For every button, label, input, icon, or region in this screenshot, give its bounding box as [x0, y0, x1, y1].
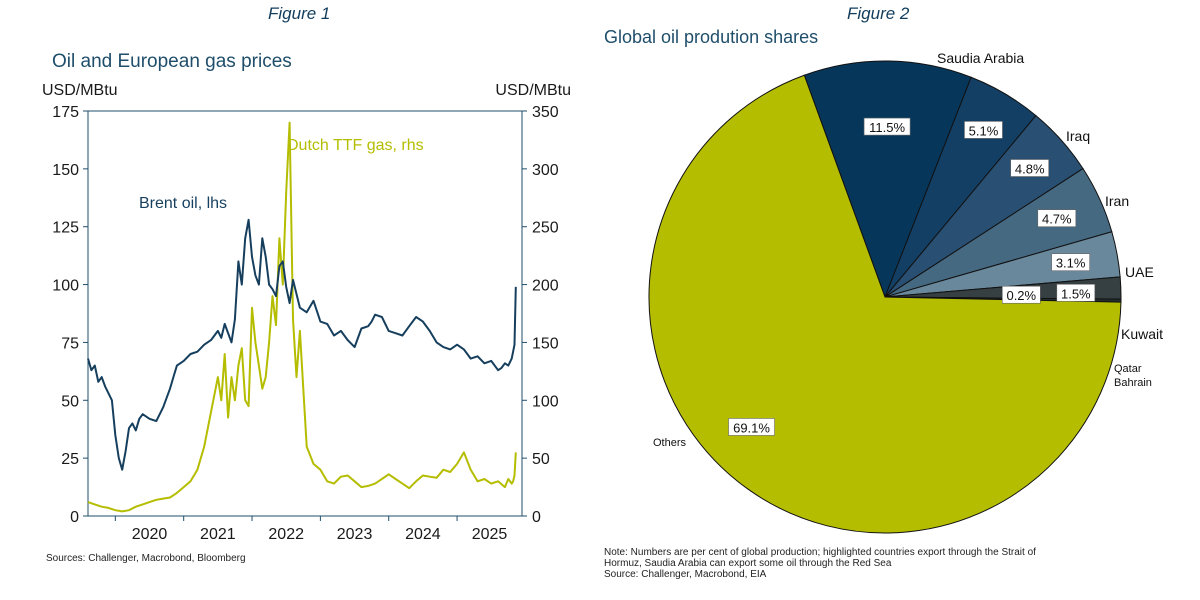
category-label-uae: UAE: [1125, 264, 1154, 280]
value-label-box: [1056, 283, 1096, 302]
left-tick-label: 75: [61, 335, 79, 352]
series-line-brent: [87, 218, 517, 471]
value-label-box: [728, 418, 775, 436]
pie-category-labels: Saudia Arabia Iraq Iran UAE Kuwait Qatar Bahra…: [653, 50, 1163, 449]
category-label-qatar: Qatar: [1114, 363, 1142, 375]
value-label-others: 69.1%: [728, 418, 775, 436]
value-label-text: 5.1%: [969, 123, 999, 138]
right-axis-unit: USD/MBtu: [495, 82, 571, 99]
note-line: Note: Numbers are per cent of global pro…: [604, 547, 1036, 558]
plot-frame: [87, 110, 523, 517]
value-label-iran: 4.8%: [1010, 159, 1050, 177]
x-tick-label: 2020: [132, 526, 168, 543]
value-label-kuwait: 3.1%: [1051, 253, 1090, 272]
left-tick-label: 0: [70, 509, 79, 526]
left-tick-label: 25: [61, 451, 79, 468]
right-tick-label: 200: [532, 278, 559, 295]
right-tick-label: 0: [532, 509, 541, 526]
left-axis-unit: USD/MBtu: [42, 82, 118, 99]
figure-1-title: Oil and European gas prices: [52, 51, 292, 72]
note-line: Source: Challenger, Macrobond, EIA: [604, 569, 767, 580]
right-tick-label: 250: [532, 220, 559, 237]
x-tick-label: 2023: [337, 526, 373, 543]
value-label-qatar: 1.5%: [1056, 283, 1096, 302]
annotation-brent: Brent oil, lhs: [139, 195, 227, 212]
figure-1-sources: Sources: Challenger, Macrobond, Bloomber…: [46, 553, 246, 564]
right-tick-label: 350: [532, 104, 559, 121]
value-label-iraq: 5.1%: [964, 121, 1003, 139]
value-label-box: [1037, 209, 1077, 228]
left-tick-label: 150: [52, 162, 79, 179]
value-label-uae: 4.7%: [1037, 209, 1077, 228]
left-tick-label: 125: [52, 220, 79, 237]
x-tick-label: 2025: [472, 526, 508, 543]
series-line-ttf: [87, 121, 517, 513]
left-y-axis: 0 25 50 75 100 125 150 175: [52, 104, 88, 526]
left-tick-label: 175: [52, 104, 79, 121]
left-tick-label: 50: [61, 393, 79, 410]
figure-2-title: Global oil prodution shares: [604, 27, 819, 47]
right-y-axis: 0 50 100 150 200 250 300 350: [522, 104, 559, 526]
pie-chart: 11.5% 5.1% 4.8% 4.7% 3.1% 1.5% 0.2% 69.1% Saudi…: [648, 50, 1163, 534]
value-label-box: [964, 121, 1003, 139]
value-label-box: [1010, 159, 1050, 177]
category-label-iran: Iran: [1105, 193, 1129, 209]
figure-2-note: Note: Numbers are per cent of global pro…: [604, 547, 1036, 580]
right-tick-label: 150: [532, 335, 559, 352]
x-tick-label: 2022: [268, 526, 304, 543]
note-line: Hormuz, Saudia Arabia can export some oi…: [604, 558, 892, 569]
right-tick-label: 50: [532, 451, 550, 468]
value-label-bahrain: 0.2%: [1002, 285, 1041, 304]
figure-1-label: Figure 1: [268, 4, 331, 23]
value-label-saudia-arabia: 11.5%: [863, 117, 911, 136]
category-label-bahrain: Bahrain: [1114, 377, 1152, 389]
left-tick-label: 100: [52, 278, 79, 295]
figure-2-label: Figure 2: [847, 4, 910, 23]
x-axis: 2020 2021 2022 2023 2024 2025: [114, 516, 508, 543]
value-label-box: [1051, 253, 1090, 272]
pie-slice-saudia-arabia: [803, 60, 972, 299]
value-label-text: 3.1%: [1056, 256, 1086, 271]
right-tick-label: 300: [532, 162, 559, 179]
value-label-text: 11.5%: [869, 120, 905, 135]
value-label-text: 69.1%: [733, 420, 770, 435]
category-label-others: Others: [653, 437, 687, 449]
line-chart: USD/MBtu USD/MBtu 0 25 50 75 100 125 150 175 0 5…: [42, 82, 571, 543]
value-label-text: 4.7%: [1042, 212, 1072, 227]
value-label-text: 1.5%: [1061, 286, 1091, 301]
value-label-text: 4.8%: [1015, 162, 1045, 177]
category-label-kuwait: Kuwait: [1121, 326, 1163, 342]
value-label-box: [1002, 285, 1041, 304]
series-group: [87, 121, 517, 513]
category-label-saudia-arabia: Saudia Arabia: [937, 50, 1024, 66]
x-tick-label: 2024: [405, 526, 441, 543]
value-label-text: 0.2%: [1006, 288, 1036, 303]
x-tick-label: 2021: [200, 526, 236, 543]
value-label-box: [863, 117, 911, 136]
right-tick-label: 100: [532, 393, 559, 410]
category-label-iraq: Iraq: [1066, 128, 1090, 144]
pie-value-labels: 11.5% 5.1% 4.8% 4.7% 3.1% 1.5% 0.2% 69.1%: [728, 117, 1096, 436]
annotation-ttf: Dutch TTF gas, rhs: [287, 137, 424, 154]
